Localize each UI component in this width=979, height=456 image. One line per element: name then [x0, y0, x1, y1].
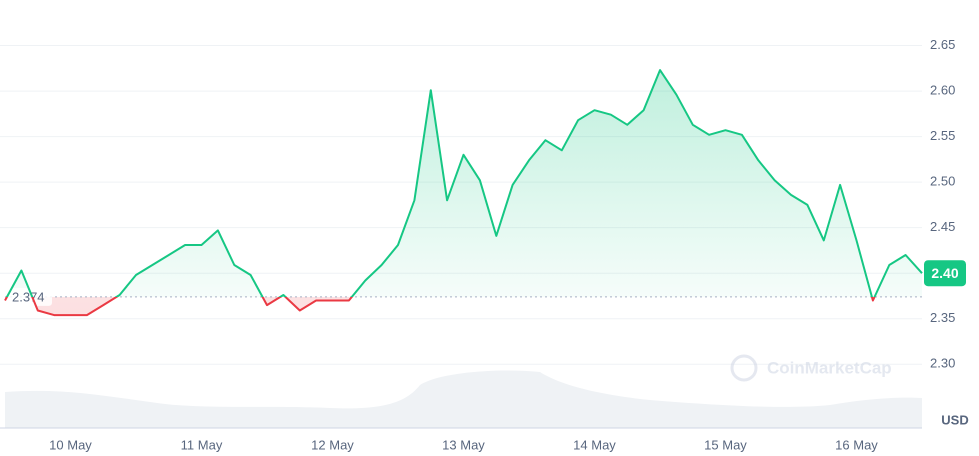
reference-label: 2.374 [12, 289, 45, 304]
x-tick-label: 11 May [181, 437, 223, 452]
y-tick-label: 2.55 [930, 128, 955, 143]
watermark-logo [730, 354, 758, 382]
x-tick-label: 14 May [573, 437, 616, 452]
y-tick-label: 2.30 [930, 356, 955, 371]
price-area [5, 70, 922, 316]
x-tick-label: 12 May [311, 437, 354, 452]
volume-area [5, 370, 922, 428]
current-price-tag [924, 260, 966, 287]
y-tick-label: 2.45 [930, 219, 955, 234]
x-tick-label: 16 May [835, 437, 878, 452]
price-line [4, 69, 923, 317]
x-tick-label: 15 May [704, 437, 747, 452]
y-tick-label: 2.50 [930, 174, 955, 189]
current-price-label: 2.40 [931, 265, 958, 281]
y-tick-label: 2.35 [930, 310, 955, 325]
x-tick-label: 13 May [442, 437, 485, 452]
watermark-text: CoinMarketCap [767, 358, 892, 377]
x-tick-label: 10 May [49, 437, 92, 452]
watermark: CoinMarketCap [730, 354, 892, 382]
currency-label: USD [941, 412, 968, 427]
reference-label-bg [8, 287, 52, 306]
y-tick-label: 2.60 [930, 83, 955, 98]
y-tick-label: 2.65 [930, 37, 955, 52]
